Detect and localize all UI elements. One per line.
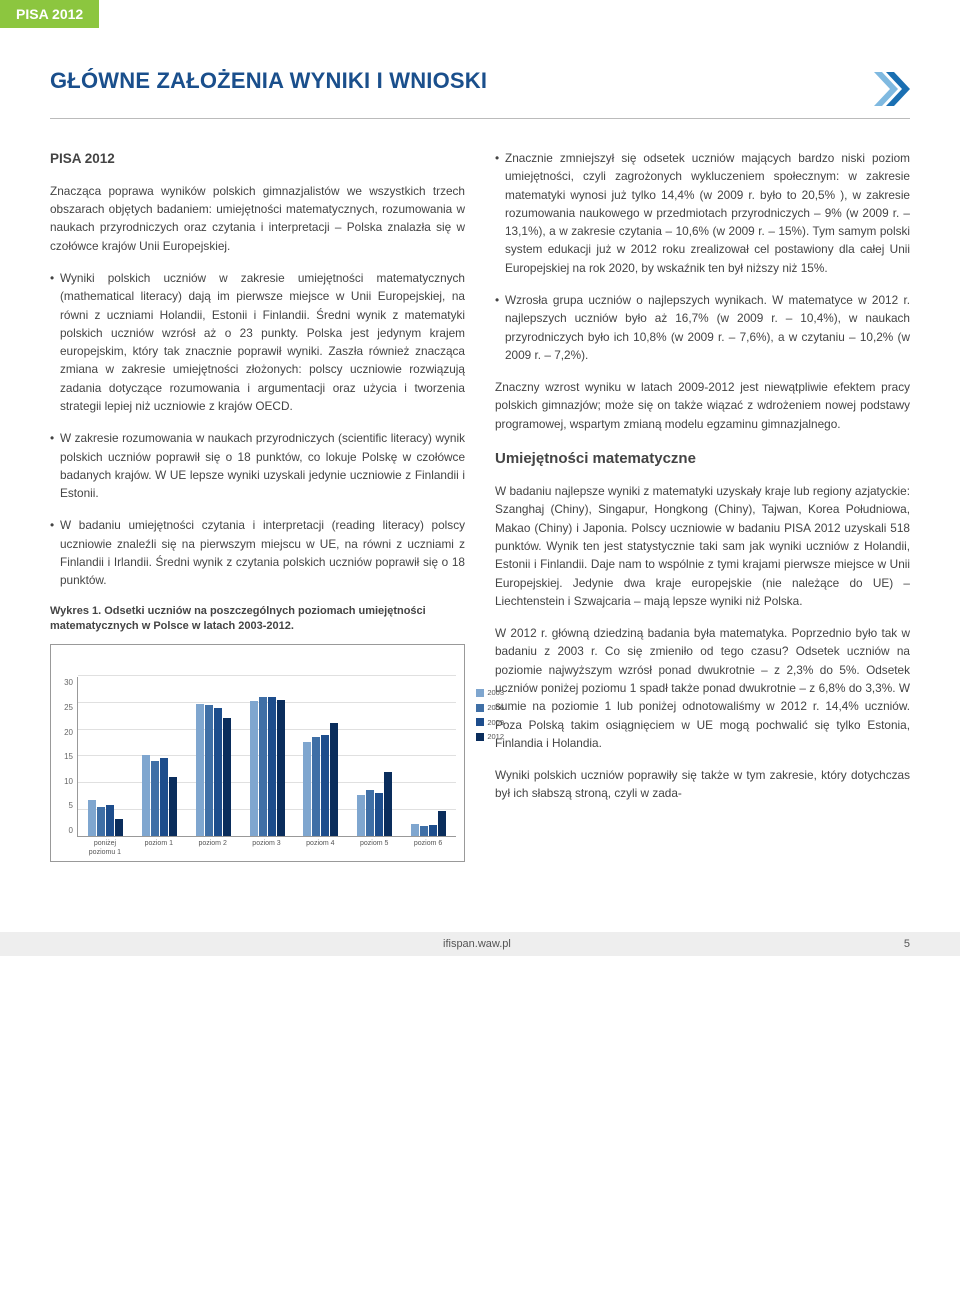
footer-page: 5 — [904, 938, 910, 950]
oecd-chevron-icon — [868, 68, 910, 110]
left-column: PISA 2012 Znacząca poprawa wyników polsk… — [50, 149, 465, 862]
bullet-2: •W zakresie rozumowania w naukach przyro… — [50, 429, 465, 502]
subhead: PISA 2012 — [50, 149, 465, 170]
r-bullet-2: •Wzrosła grupa uczniów o najlepszych wyn… — [495, 291, 910, 364]
r-para-4: Wyniki polskich uczniów poprawiły się ta… — [495, 766, 910, 803]
chart-container: 302520151050 2003200620092012 poniżej po… — [50, 644, 465, 862]
r-para-1: Znaczny wzrost wyniku w latach 2009-2012… — [495, 378, 910, 433]
r-para-2: W badaniu najlepsze wyniki z matematyki … — [495, 482, 910, 610]
chart-plot — [77, 677, 456, 837]
bullet-3: •W badaniu umiejętności czytania i inter… — [50, 516, 465, 589]
r-bullet-1: •Znacznie zmniejszył się odsetek uczniów… — [495, 149, 910, 277]
divider — [50, 118, 910, 119]
bullet-1: •Wyniki polskich uczniów w zakresie umie… — [50, 269, 465, 415]
chart-title: Wykres 1. Odsetki uczniów na poszczególn… — [50, 604, 465, 635]
header-band: PISA 2012 — [0, 0, 99, 28]
right-column: •Znacznie zmniejszył się odsetek uczniów… — [495, 149, 910, 862]
page-title: GŁÓWNE ZAŁOŻENIA WYNIKI I WNIOSKI — [50, 68, 487, 94]
footer: ifispan.waw.pl 5 — [0, 932, 960, 956]
chart-legend: 2003200620092012 — [476, 687, 504, 746]
x-axis-labels: poniżej poziomu 1poziom 1poziom 2poziom … — [77, 837, 456, 857]
y-axis: 302520151050 — [59, 677, 77, 837]
r-para-3: W 2012 r. główną dziedziną badania była … — [495, 624, 910, 752]
footer-site: ifispan.waw.pl — [443, 938, 511, 950]
intro-para: Znacząca poprawa wyników polskich gimnaz… — [50, 182, 465, 255]
section-heading: Umiejętności matematyczne — [495, 447, 910, 470]
